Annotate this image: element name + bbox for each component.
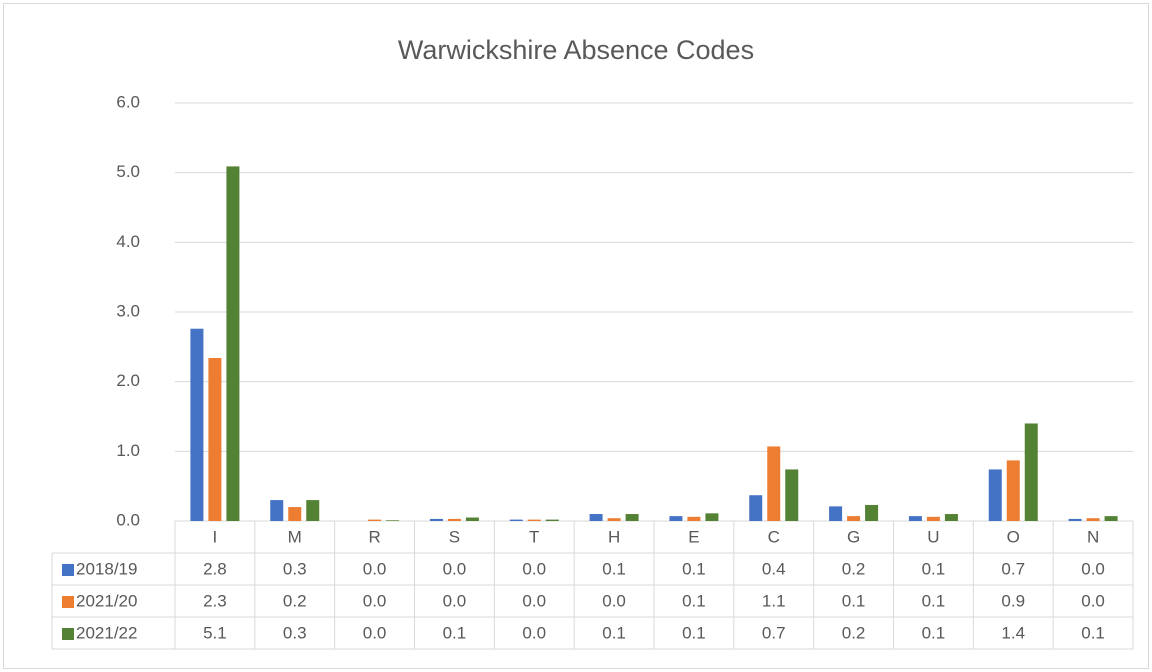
table-value: 0.0 [443, 559, 467, 578]
legend-label: 2018/19 [76, 559, 137, 578]
bar [865, 504, 879, 521]
bar [944, 514, 958, 521]
legend-key [62, 564, 74, 576]
bar [829, 506, 843, 521]
legend-label: 2021/22 [76, 623, 137, 642]
bar [669, 516, 683, 521]
bar [705, 513, 719, 521]
bar [749, 495, 763, 521]
bar [545, 519, 559, 521]
legend-key [62, 596, 74, 608]
y-tick-label: 6.0 [116, 92, 140, 111]
bar [270, 500, 284, 521]
table-value: 0.1 [922, 591, 946, 610]
table-value: 0.0 [522, 591, 546, 610]
table-value: 5.1 [203, 623, 227, 642]
bar [386, 520, 400, 521]
bar [208, 357, 222, 521]
bar [429, 518, 443, 521]
table-value: 0.1 [1081, 623, 1105, 642]
table-value: 0.2 [283, 591, 307, 610]
y-tick-label: 2.0 [116, 371, 140, 390]
bar [1104, 516, 1118, 521]
table-value: 0.1 [682, 559, 706, 578]
bar [607, 518, 621, 521]
table-value: 0.1 [922, 623, 946, 642]
legend-key [62, 628, 74, 640]
y-tick-label: 0.0 [116, 510, 140, 529]
table-value: 0.0 [1081, 559, 1105, 578]
x-tick-label: T [529, 527, 539, 546]
bar [1024, 423, 1038, 521]
table-value: 0.0 [522, 623, 546, 642]
y-tick-label: 4.0 [116, 232, 140, 251]
x-tick-label: G [847, 527, 860, 546]
bar [226, 166, 240, 521]
table-value: 0.4 [762, 559, 786, 578]
table-value: 0.0 [602, 591, 626, 610]
bar [509, 519, 523, 521]
bar [625, 514, 639, 521]
x-tick-label: M [288, 527, 302, 546]
x-tick-label: O [1007, 527, 1020, 546]
table-value: 0.1 [682, 623, 706, 642]
table-value: 2.8 [203, 559, 227, 578]
bar [589, 514, 603, 521]
x-tick-label: E [688, 527, 699, 546]
table-value: 0.0 [1081, 591, 1105, 610]
bar [465, 517, 479, 521]
table-value: 0.1 [682, 591, 706, 610]
table-value: 0.9 [1001, 591, 1025, 610]
table-value: 0.7 [1001, 559, 1025, 578]
x-tick-label: U [927, 527, 939, 546]
y-tick-label: 1.0 [116, 441, 140, 460]
bar [306, 500, 320, 521]
table-value: 0.1 [922, 559, 946, 578]
x-tick-label: R [368, 527, 380, 546]
legend-label: 2021/20 [76, 591, 137, 610]
table-value: 0.7 [762, 623, 786, 642]
bar [1068, 518, 1082, 521]
table-value: 0.0 [363, 591, 387, 610]
table-value: 1.4 [1001, 623, 1025, 642]
bar [190, 328, 204, 521]
table-value: 0.0 [363, 559, 387, 578]
bar [288, 507, 302, 521]
x-tick-label: H [608, 527, 620, 546]
y-tick-label: 5.0 [116, 162, 140, 181]
bar [527, 519, 541, 521]
y-tick-label: 3.0 [116, 301, 140, 320]
table-value: 0.3 [283, 559, 307, 578]
table-value: 0.0 [363, 623, 387, 642]
bar [1086, 518, 1100, 521]
x-tick-label: C [768, 527, 780, 546]
x-tick-label: S [449, 527, 460, 546]
x-tick-label: N [1087, 527, 1099, 546]
table-value: 1.1 [762, 591, 786, 610]
table-value: 0.3 [283, 623, 307, 642]
bar [926, 516, 940, 521]
table-value: 0.0 [443, 591, 467, 610]
bar [847, 516, 861, 521]
bar [1006, 460, 1020, 521]
table-value: 0.1 [602, 559, 626, 578]
bar [988, 469, 1002, 521]
table-value: 0.1 [443, 623, 467, 642]
x-tick-label: I [213, 527, 218, 546]
table-value: 0.2 [842, 623, 866, 642]
table-value: 0.0 [522, 559, 546, 578]
table-value: 2.3 [203, 591, 227, 610]
table-value: 0.2 [842, 559, 866, 578]
bar [767, 446, 781, 521]
bar [908, 516, 922, 521]
chart-title: Warwickshire Absence Codes [398, 35, 754, 65]
bar [447, 518, 461, 521]
bar [368, 519, 382, 521]
table-value: 0.1 [602, 623, 626, 642]
table-value: 0.1 [842, 591, 866, 610]
bar [785, 469, 799, 521]
bar [687, 516, 701, 521]
